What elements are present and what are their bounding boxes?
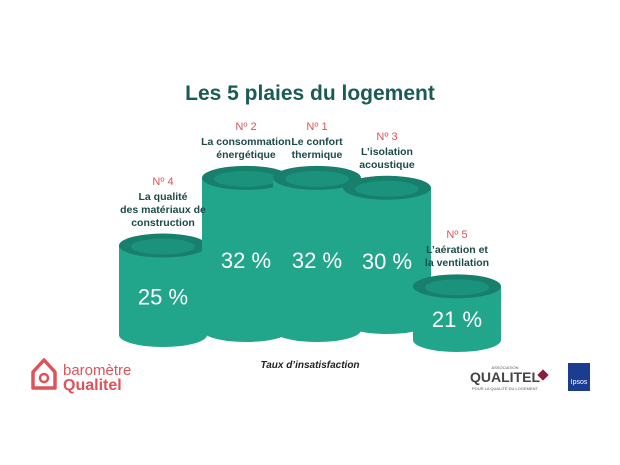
logo-text: Qualitel: [63, 377, 122, 394]
logo-text: baromètre: [63, 362, 131, 379]
logo-icon: [38, 372, 50, 384]
rank-label: Nº 4: [152, 176, 174, 188]
chart-title: Les 5 plaies du logement: [185, 82, 435, 105]
category-label: La qualité des matériaux de construction: [120, 190, 206, 229]
x-label: Taux d’insatisfaction: [260, 360, 359, 371]
rank-label: Nº 2: [235, 121, 257, 133]
cylinder-top-inner: [355, 180, 419, 197]
category-label: L’aération et la ventilation: [424, 244, 490, 270]
logo-icon: [537, 369, 549, 381]
logo-text: POUR LA QUALITÉ DU LOGEMENT: [472, 386, 539, 391]
cylinder: [413, 286, 501, 352]
category-label: La consommation énergétique: [201, 135, 291, 161]
rank-label: Nº 1: [306, 121, 328, 133]
value-label: 25 %: [138, 284, 188, 309]
cylinder: [119, 245, 207, 347]
value-label: 30 %: [362, 249, 412, 274]
logo-icon: [568, 363, 590, 391]
cylinder-top-inner: [214, 170, 278, 187]
logo-text: ASSOCIATION: [491, 365, 518, 370]
value-label: 21 %: [432, 307, 482, 332]
cylinder-top-inner: [285, 170, 349, 187]
logo-text: Ipsos: [571, 379, 588, 386]
cylinder-top-inner: [425, 279, 489, 296]
rank-label: Nº 3: [376, 131, 398, 143]
cylinder: [202, 177, 290, 342]
category-label: Le confort thermique: [291, 135, 343, 161]
rank-label: Nº 5: [446, 229, 468, 241]
cylinder-top-inner: [131, 238, 195, 255]
cylinder: [343, 187, 431, 334]
logo-text: QUALITEL: [470, 369, 540, 385]
cylinder: [273, 177, 361, 342]
category-label: L’isolation acoustique: [359, 145, 415, 171]
value-label: 32 %: [221, 248, 271, 273]
logo-icon: [31, 358, 57, 390]
value-label: 32 %: [292, 248, 342, 273]
